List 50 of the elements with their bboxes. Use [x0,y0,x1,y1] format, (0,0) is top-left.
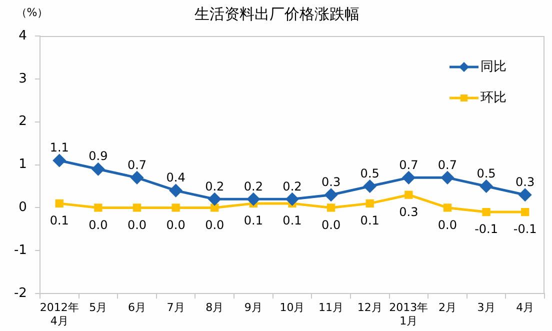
y-tick-label: 2 [18,114,27,130]
data-label: 0.1 [282,214,302,228]
x-tick-label: 8月 [206,301,224,314]
data-label: 0.0 [88,218,108,232]
x-tick-label: 11月 [318,301,344,314]
y-tick-label: 0 [18,200,27,216]
x-tick-label: 4月 [516,301,534,314]
data-label: 0.3 [321,174,341,189]
x-tick-label: 2012年 4月 [40,301,79,328]
x-tick-label: 7月 [166,301,185,314]
y-tick-label: 1 [18,157,27,172]
data-label: 0.9 [88,149,108,164]
data-label: 0.2 [282,179,302,194]
chart-title: 生活资料出厂价格涨跌幅 [194,4,360,23]
x-tick-label: 10月 [280,301,305,314]
x-tick-label: 6月 [128,301,146,314]
data-label: 0.7 [127,158,147,172]
data-label: 0.7 [438,158,458,172]
data-label: 0.0 [438,218,458,232]
data-label: 0.0 [127,218,147,232]
data-label: 0.3 [516,174,535,189]
legend-label: 同比 [480,59,506,74]
y-axis-title: （%） [16,6,48,19]
data-label: 0.1 [360,214,380,228]
data-label: 0.5 [476,166,496,180]
data-label: 0.7 [399,158,418,172]
data-label: 0.2 [205,179,224,194]
data-label: 0.0 [205,218,224,232]
x-tick-label: 3月 [477,301,496,314]
data-label: 0.3 [399,204,418,219]
x-tick-label: 2月 [438,301,456,314]
data-label: 0.2 [244,179,263,194]
data-label: 0.0 [321,218,341,232]
data-label: -0.1 [474,222,498,236]
y-tick-label: 4 [18,28,27,44]
data-label: 0.0 [166,218,186,232]
y-tick-label: -1 [14,243,27,258]
x-tick-label: 9月 [244,301,262,314]
data-label: 0.1 [50,214,69,228]
data-label: 1.1 [50,140,69,155]
y-tick-label: -2 [14,286,27,301]
x-tick-label: 2013年 1月 [389,301,428,328]
data-label: 0.5 [360,166,380,180]
x-tick-label: 12月 [357,301,382,314]
x-tick-label: 5月 [89,301,108,314]
data-label: -0.1 [513,222,537,236]
data-label: 0.4 [166,170,186,185]
data-label: 0.1 [244,214,263,228]
y-tick-label: 3 [18,71,27,86]
legend-label: 环比 [480,90,506,106]
